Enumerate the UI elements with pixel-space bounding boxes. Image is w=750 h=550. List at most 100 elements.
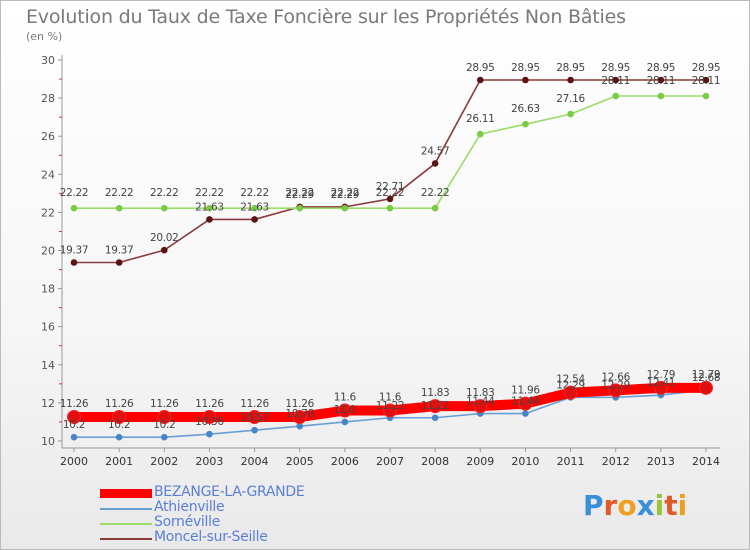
data-label: 28.95	[466, 62, 495, 74]
legend-label: Moncel-sur-Seille	[154, 529, 268, 545]
data-label: 11.44	[466, 396, 495, 408]
data-point	[431, 414, 439, 422]
x-tick-label: 2004	[241, 455, 269, 468]
logo-letter: t	[664, 489, 678, 522]
data-point	[608, 383, 623, 398]
legend-label: BEZANGE-LA-GRANDE	[154, 484, 305, 500]
data-label: 20.02	[150, 232, 179, 244]
data-label: 28.11	[647, 75, 676, 87]
data-point	[567, 110, 574, 118]
y-tick-label: 18	[41, 283, 55, 296]
data-point	[522, 76, 529, 84]
data-point	[476, 76, 484, 84]
data-label: 22.22	[285, 187, 314, 199]
data-label: 26.63	[511, 103, 540, 115]
data-point	[518, 396, 533, 411]
data-point	[428, 399, 443, 414]
data-label: 28.95	[511, 62, 540, 74]
data-point	[70, 433, 78, 441]
data-point	[206, 430, 213, 438]
legend-swatch	[100, 508, 152, 510]
data-point	[251, 426, 258, 434]
data-point	[522, 410, 529, 417]
data-point	[699, 380, 713, 395]
x-tick-label: 2011	[557, 455, 585, 468]
data-point	[341, 204, 349, 212]
data-label: 21.63	[240, 201, 269, 213]
data-point	[202, 409, 217, 424]
y-unit-label: (en %)	[26, 30, 63, 43]
data-point	[247, 409, 262, 424]
data-label: 11.6	[379, 392, 402, 404]
data-label: 19.37	[105, 245, 134, 257]
data-label: 10.2	[108, 419, 130, 431]
data-label: 22.22	[376, 187, 405, 199]
legend-label: Sornéville	[154, 514, 221, 530]
data-label: 22.22	[195, 187, 224, 199]
data-point	[567, 76, 574, 84]
proxiti-logo: Proxiti	[583, 489, 687, 522]
data-point	[702, 92, 710, 100]
y-tick-label: 10	[41, 435, 55, 448]
x-tick-label: 2002	[150, 455, 178, 468]
data-point	[522, 120, 529, 128]
data-label: 11.26	[240, 398, 269, 410]
data-label: 10.2	[63, 419, 85, 431]
data-label: 22.22	[60, 187, 89, 199]
data-label: 27.16	[556, 93, 585, 105]
data-point	[386, 204, 394, 212]
data-point	[476, 130, 484, 138]
data-point	[431, 204, 439, 212]
data-label: 12.66	[601, 371, 630, 383]
logo-letter: i	[654, 489, 665, 522]
data-label: 12.41	[647, 377, 676, 389]
data-point	[70, 204, 78, 212]
data-label: 28.95	[647, 62, 676, 74]
data-label: 11.0	[334, 404, 356, 416]
x-tick-label: 2006	[331, 455, 359, 468]
x-tick-label: 2007	[376, 455, 404, 468]
data-point	[157, 409, 172, 424]
data-point	[296, 204, 304, 212]
data-point	[653, 380, 668, 395]
logo-letter: o	[617, 489, 637, 522]
data-point	[431, 160, 439, 167]
data-label: 26.11	[466, 113, 495, 125]
data-label: 22.29	[285, 189, 314, 201]
data-point	[386, 195, 394, 203]
data-point	[292, 409, 307, 424]
data-label: 11.22	[421, 400, 450, 412]
data-point	[563, 385, 578, 400]
data-label: 22.22	[331, 187, 360, 199]
data-point	[657, 76, 665, 84]
data-point	[251, 216, 258, 223]
data-label: 10.36	[195, 416, 224, 428]
data-label: 11.44	[511, 396, 540, 408]
chart-title: Evolution du Taux de Taxe Foncière sur l…	[26, 6, 626, 28]
data-point	[383, 403, 397, 418]
data-point	[70, 259, 78, 266]
logo-letter: x	[636, 489, 655, 522]
data-label: 21.63	[195, 201, 224, 213]
legend-swatch	[100, 538, 152, 540]
data-label: 28.95	[601, 62, 630, 74]
y-tick-label: 20	[41, 245, 55, 258]
data-point	[337, 403, 352, 418]
y-tick-label: 26	[41, 130, 55, 143]
y-tick-label: 28	[41, 92, 55, 105]
data-point	[657, 92, 665, 100]
logo-letter: i	[677, 489, 688, 522]
data-label: 19.37	[60, 245, 89, 257]
data-point	[67, 409, 81, 424]
y-tick-label: 14	[41, 359, 55, 372]
x-tick-label: 2010	[511, 455, 539, 468]
data-point	[160, 246, 168, 254]
data-label: 12.79	[692, 369, 721, 381]
x-tick-label: 2003	[195, 455, 223, 468]
data-label: 12.29	[601, 379, 630, 391]
data-label: 10.2	[153, 419, 175, 431]
data-point	[115, 433, 123, 441]
data-label: 28.11	[601, 75, 630, 87]
x-tick-label: 2012	[602, 455, 630, 468]
